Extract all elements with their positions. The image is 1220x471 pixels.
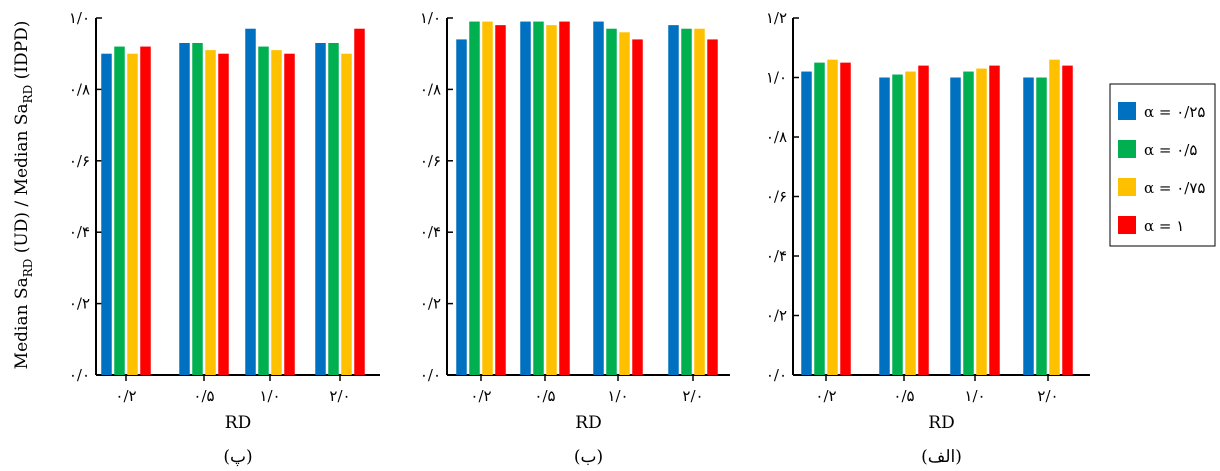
bar <box>1049 59 1060 376</box>
y-tick-label: ۰/۰ <box>420 366 441 384</box>
legend-label: α = ۰/۲۵ <box>1144 103 1205 121</box>
bar <box>801 71 812 376</box>
bar <box>245 28 256 376</box>
panel-label: (الف) <box>921 447 962 467</box>
bar <box>632 39 643 376</box>
panel-label: (پ) <box>223 447 252 467</box>
y-tick-label: ۱/۲ <box>766 9 787 27</box>
legend-swatch <box>1118 178 1136 196</box>
bar <box>205 50 216 375</box>
bar <box>619 32 630 375</box>
y-tick-label: ۰/۶ <box>420 152 441 170</box>
bar <box>681 28 692 376</box>
legend: α = ۰/۲۵ α = ۰/۵ α = ۰/۷۵ α = ۱ <box>1109 83 1216 247</box>
chart-panel-1: ۰/۰ ۰/۲ ۰/۴ ۰/۶ ۰/۸ ۱/۰ ۰/۲ ۰/۵ ۱/۰ ۲/۰ RD (پ) <box>69 9 380 467</box>
bar <box>905 71 916 376</box>
bar <box>271 50 282 375</box>
bar <box>989 65 1000 375</box>
bar <box>707 39 718 376</box>
bar <box>694 28 705 376</box>
y-tick-label: ۰/۲ <box>766 307 787 325</box>
y-tick-label: ۰/۴ <box>766 247 787 265</box>
bar <box>879 77 890 375</box>
y-tick-label: ۰/۰ <box>766 366 787 384</box>
y-tick-label: ۰/۴ <box>69 223 90 241</box>
bar <box>127 53 138 375</box>
bar <box>546 25 557 375</box>
x-tick-label: ۱/۰ <box>607 387 628 405</box>
legend-swatch <box>1118 216 1136 234</box>
x-tick-label: ۲/۰ <box>329 387 350 405</box>
chart-panel-3: ۰/۰ ۰/۲ ۰/۴ ۰/۶ ۰/۸ ۱/۰ ۱/۲ ۰/۲ ۰/۵ ۱/۰ ۲/۰ RD (الف) <box>766 9 1090 467</box>
bar <box>456 39 467 376</box>
y-tick-label: ۰/۸ <box>420 80 441 98</box>
bar <box>668 25 679 375</box>
y-tick-label: ۰/۶ <box>766 188 787 206</box>
x-tick-label: ۱/۰ <box>964 387 985 405</box>
panel-label: (ب) <box>574 447 603 467</box>
y-tick-label: ۱/۰ <box>420 9 441 27</box>
bar <box>976 68 987 375</box>
legend-label: α = ۰/۷۵ <box>1144 179 1205 197</box>
y-tick-label: ۱/۰ <box>766 69 787 87</box>
legend-label: α = ۰/۵ <box>1144 141 1197 159</box>
bar <box>892 74 903 376</box>
bar <box>1062 65 1073 375</box>
bar <box>533 21 544 375</box>
x-tick-label: ۰/۲ <box>470 387 491 405</box>
bar <box>827 59 838 376</box>
bar <box>140 46 151 376</box>
bar <box>114 46 125 376</box>
y-tick-label: ۰/۶ <box>69 152 90 170</box>
bar <box>315 42 326 376</box>
chart-panel-2: ۰/۰ ۰/۲ ۰/۴ ۰/۶ ۰/۸ ۱/۰ ۰/۲ ۰/۵ ۱/۰ ۲/۰ RD (ب) <box>420 9 730 467</box>
x-tick-label: ۲/۰ <box>682 387 703 405</box>
bar <box>495 25 506 375</box>
bar <box>218 53 229 375</box>
y-tick-label: ۰/۲ <box>420 295 441 313</box>
legend-swatch <box>1118 140 1136 158</box>
bar <box>1036 77 1047 375</box>
x-tick-label: ۰/۲ <box>115 387 136 405</box>
bar <box>469 21 480 375</box>
bar <box>606 28 617 376</box>
bar <box>192 42 203 376</box>
legend-swatch <box>1118 102 1136 120</box>
bar <box>101 53 112 375</box>
bar <box>814 62 825 375</box>
bar <box>520 21 531 375</box>
legend-label: α = ۱ <box>1144 217 1184 235</box>
x-tick-label: ۲/۰ <box>1037 387 1058 405</box>
bar <box>328 42 339 376</box>
bar <box>963 71 974 376</box>
y-tick-label: ۰/۲ <box>69 295 90 313</box>
x-tick-label: ۰/۵ <box>893 387 914 405</box>
x-tick-label: ۱/۰ <box>259 387 280 405</box>
x-axis-label: RD <box>928 413 954 433</box>
bar <box>258 46 269 376</box>
y-tick-label: ۰/۴ <box>420 223 441 241</box>
y-tick-label: ۰/۸ <box>69 80 90 98</box>
bar <box>284 53 295 375</box>
x-axis-label: RD <box>575 413 601 433</box>
bar <box>1023 77 1034 375</box>
bar <box>593 21 604 375</box>
x-tick-label: ۰/۲ <box>815 387 836 405</box>
bar <box>918 65 929 375</box>
y-tick-label: ۰/۸ <box>766 128 787 146</box>
bar <box>559 21 570 375</box>
x-axis-label: RD <box>225 413 251 433</box>
bar <box>840 62 851 375</box>
bar <box>482 21 493 375</box>
x-tick-label: ۰/۵ <box>193 387 214 405</box>
bar <box>354 28 365 376</box>
bar <box>950 77 961 375</box>
bar <box>341 53 352 375</box>
bar <box>179 42 190 376</box>
x-tick-label: ۰/۵ <box>534 387 555 405</box>
y-axis-label: Median SaRD (UD) / Median SaRD (IDPD) <box>12 21 35 370</box>
y-tick-label: ۱/۰ <box>69 9 90 27</box>
y-tick-label: ۰/۰ <box>69 366 90 384</box>
